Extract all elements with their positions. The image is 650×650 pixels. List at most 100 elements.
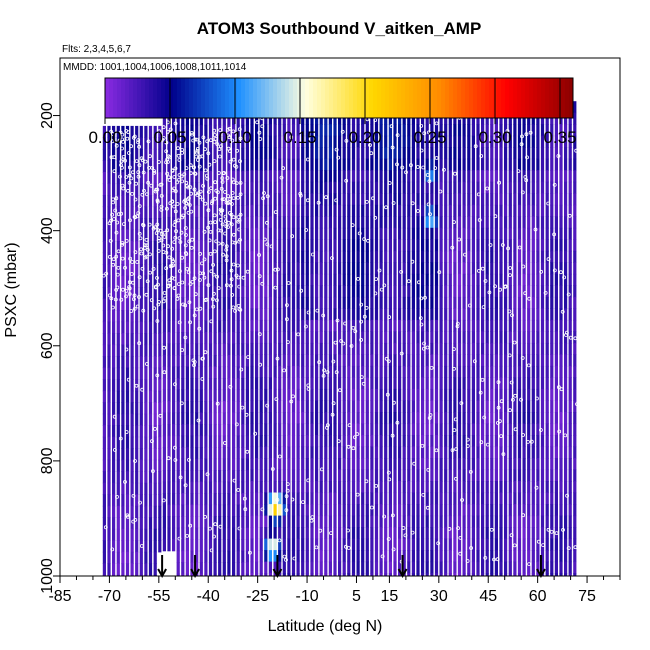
heatmap-cell	[564, 147, 568, 160]
heatmap-cell	[268, 250, 272, 263]
heatmap-cell	[273, 170, 277, 183]
heatmap-cell	[573, 412, 577, 425]
heatmap-cell	[328, 388, 332, 401]
heatmap-cell	[550, 227, 554, 240]
heatmap-cell	[398, 515, 402, 528]
heatmap-cell	[388, 492, 392, 505]
heatmap-cell	[301, 147, 305, 160]
heatmap-cell	[540, 561, 545, 574]
heatmap-cell	[568, 469, 572, 482]
sample-point	[162, 291, 167, 295]
heatmap-cell	[550, 170, 554, 183]
heatmap-cell	[545, 216, 549, 229]
sample-point	[499, 434, 504, 439]
heatmap-cell	[453, 147, 457, 160]
sample-point	[155, 275, 159, 280]
heatmap-cell	[227, 458, 231, 471]
heatmap-cell	[536, 527, 540, 540]
heatmap-cell	[181, 332, 185, 345]
heatmap-cell	[476, 181, 480, 194]
sample-point	[137, 204, 142, 209]
heatmap-cell	[218, 262, 222, 275]
heatmap-cell	[305, 515, 309, 528]
heatmap-cell	[278, 400, 282, 413]
heatmap-cell	[139, 505, 143, 518]
heatmap-cell	[434, 504, 439, 517]
heatmap-cell	[379, 538, 383, 551]
heatmap-cell	[393, 262, 397, 275]
heatmap-cell	[153, 379, 157, 392]
heatmap-cell	[296, 250, 300, 263]
heatmap-cell	[527, 481, 531, 494]
heatmap-cell	[499, 504, 503, 517]
heatmap-cell	[430, 193, 434, 206]
heatmap-cell	[291, 481, 296, 494]
heatmap-cell	[102, 425, 106, 438]
heatmap-cell	[107, 494, 111, 507]
heatmap-cell	[550, 388, 554, 401]
sample-point	[467, 303, 472, 308]
heatmap-cell	[504, 377, 508, 390]
heatmap-cell	[305, 285, 309, 298]
heatmap-cell	[236, 539, 240, 552]
heatmap-cell	[208, 216, 213, 229]
heatmap-cell	[347, 481, 351, 494]
heatmap-cell	[333, 170, 337, 183]
heatmap-cell	[444, 423, 448, 436]
heatmap-cell	[273, 377, 277, 390]
sample-point	[141, 308, 146, 313]
heatmap-cell	[222, 539, 226, 552]
heatmap-cell	[121, 551, 125, 564]
heatmap-cell	[448, 158, 452, 171]
heatmap-cell	[296, 388, 300, 401]
heatmap-cell	[508, 216, 512, 229]
heatmap-cell	[398, 331, 402, 344]
heatmap-cell	[222, 297, 226, 310]
heatmap-cell	[374, 550, 379, 563]
heatmap-cell	[513, 365, 517, 378]
heatmap-cell	[287, 377, 291, 390]
heatmap-cell	[374, 412, 379, 425]
heatmap-cell	[559, 423, 563, 436]
heatmap-cell	[291, 412, 296, 425]
heatmap-cell	[462, 469, 466, 482]
heatmap-cell	[517, 124, 522, 137]
heatmap-cell	[462, 377, 466, 390]
heatmap-cell	[250, 170, 254, 183]
heatmap-cell	[121, 494, 125, 507]
heatmap-cell	[153, 287, 157, 300]
sample-point	[485, 442, 490, 447]
heatmap-cell	[462, 296, 466, 309]
heatmap-cell	[135, 528, 139, 541]
heatmap-cell	[444, 204, 448, 217]
heatmap-cell	[135, 471, 139, 484]
heatmap-cell	[494, 573, 498, 576]
heatmap-cell	[416, 377, 420, 390]
heatmap-cell	[241, 389, 245, 402]
heatmap-cell	[162, 159, 166, 172]
heatmap-cell	[222, 447, 226, 460]
sample-point	[421, 492, 426, 497]
heatmap-cell	[255, 573, 259, 576]
heatmap-cell	[407, 388, 411, 401]
heatmap-cell	[236, 573, 240, 576]
heatmap-cell	[268, 147, 272, 160]
heatmap-cell	[278, 550, 282, 563]
heatmap-cell	[172, 447, 176, 460]
heatmap-cell	[315, 538, 319, 551]
heatmap-cell	[282, 527, 286, 540]
heatmap-cell	[315, 227, 319, 240]
heatmap-cell	[107, 390, 111, 403]
sample-point	[145, 247, 150, 252]
heatmap-cell	[232, 412, 236, 425]
sample-point	[217, 154, 222, 159]
heatmap-cell	[185, 285, 189, 298]
heatmap-cell	[457, 204, 462, 217]
sample-point	[385, 392, 390, 397]
heatmap-cell	[190, 297, 194, 310]
heatmap-cell	[333, 527, 337, 540]
heatmap-cell	[135, 321, 139, 334]
heatmap-cell	[374, 469, 379, 482]
sample-point	[526, 363, 531, 368]
heatmap-cell	[462, 250, 466, 263]
